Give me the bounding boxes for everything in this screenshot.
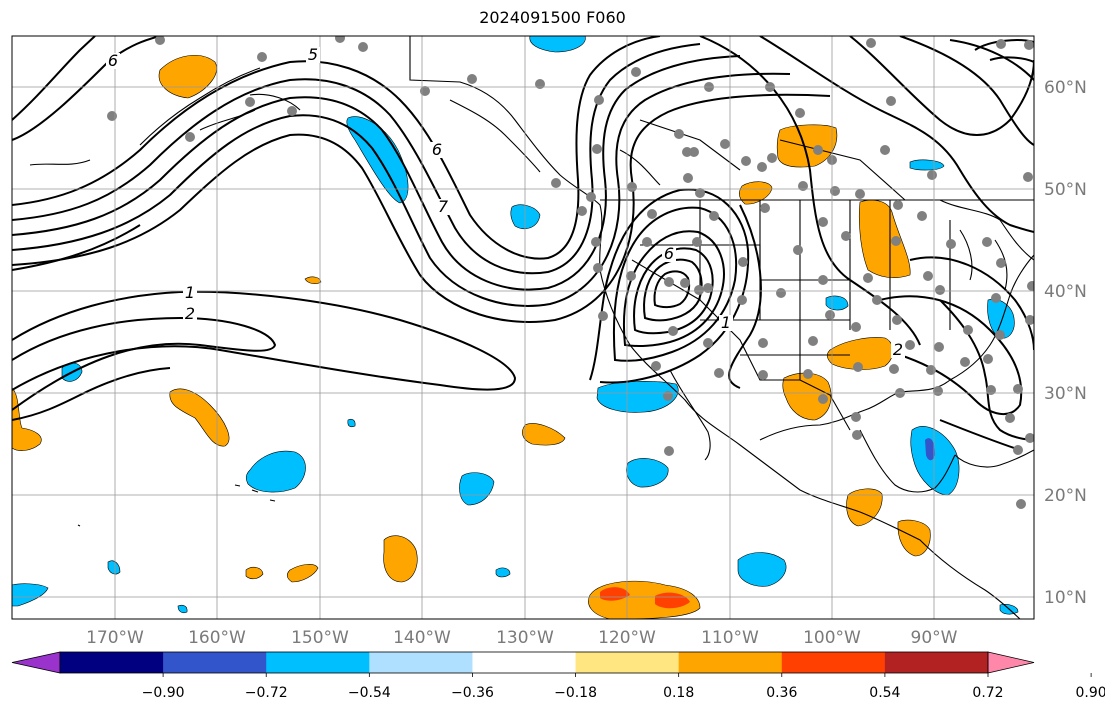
contour-label-bg <box>891 342 905 358</box>
contour-label-bg <box>430 142 444 158</box>
colorbar-outline <box>59 651 989 674</box>
contour-label: 6 <box>432 140 442 159</box>
longitude-tick-label: 90°W <box>911 628 958 648</box>
colorbar-tick-label: −0.54 <box>348 685 391 701</box>
contour-label-bg <box>183 306 197 322</box>
longitude-tick-label: 140°W <box>393 628 451 648</box>
colorbar-tick-labels: −0.90 −0.72 −0.54 −0.36 −0.18 0.18 0.36 0.54 0.7… <box>142 673 1105 701</box>
latitude-tick-label: 20°N <box>1044 486 1087 506</box>
contour-label: 6 <box>108 51 118 70</box>
colorbar-extend-high <box>987 651 1035 674</box>
longitude-tick-label: 160°W <box>188 628 246 648</box>
coastlines <box>29 36 1034 619</box>
longitude-tick-label: 100°W <box>803 628 861 648</box>
colorbar-tick-label: 0.90 <box>1076 685 1105 701</box>
colorbar-tick-label: 0.72 <box>972 685 1003 701</box>
contour-label: 5 <box>308 45 318 64</box>
contour-label: 2 <box>893 340 903 359</box>
colorbar-tick-label: 0.36 <box>766 685 797 701</box>
colorbar-segment <box>781 652 886 673</box>
latitude-tick-label: 30°N <box>1044 384 1087 404</box>
colorbar-tick-label: 0.54 <box>869 685 900 701</box>
latitude-tick-label: 10°N <box>1044 588 1087 608</box>
latitude-tick-label: 50°N <box>1044 180 1087 200</box>
colorbar-tick-label: −0.18 <box>554 685 597 701</box>
colorbar-segment <box>266 652 370 673</box>
contour-label-bg <box>183 285 197 301</box>
contour-label: 1 <box>721 313 731 332</box>
station-markers <box>107 36 1034 509</box>
contour-label-bg <box>106 53 120 69</box>
colorbar-segment <box>163 652 267 673</box>
map-title: 2024091500 F060 <box>479 8 626 27</box>
latitude-labels: 60°N 50°N 40°N 30°N 20°N 10°N <box>1044 78 1087 608</box>
contour-lines <box>12 36 1034 451</box>
colorbar-tick-label: −0.90 <box>142 685 185 701</box>
longitude-tick-label: 150°W <box>291 628 349 648</box>
longitude-labels: 170°W 160°W 150°W 140°W 130°W 120°W 110°W 100°W… <box>86 628 958 648</box>
colorbar-segment <box>884 652 989 673</box>
longitude-tick-label: 170°W <box>86 628 144 648</box>
longitude-tick-label: 120°W <box>598 628 656 648</box>
colorbar <box>11 651 1035 674</box>
contour-label-bg <box>662 246 676 262</box>
contour-label: 7 <box>438 197 449 216</box>
colorbar-segment <box>575 652 680 673</box>
colorbar-tick-label: −0.72 <box>245 685 288 701</box>
contour-label: 6 <box>664 244 674 263</box>
map-frame <box>11 35 1035 620</box>
contour-label: 1 <box>185 283 195 302</box>
longitude-tick-label: 110°W <box>701 628 759 648</box>
contour-label-group: 6 5 6 7 6 1 2 1 2 <box>106 45 905 359</box>
colorbar-segment <box>369 652 473 673</box>
latitude-tick-label: 60°N <box>1044 78 1087 98</box>
contour-label-bg <box>719 315 733 331</box>
contour-label-bg <box>306 47 320 63</box>
contour-label: 2 <box>185 304 195 323</box>
contour-label-bg <box>436 199 450 215</box>
colorbar-tick-label: −0.36 <box>451 685 494 701</box>
colorbar-segment <box>60 652 164 673</box>
colorbar-extend-low <box>11 651 61 674</box>
longitude-tick-label: 130°W <box>496 628 554 648</box>
latitude-tick-label: 40°N <box>1044 282 1087 302</box>
colorbar-tick-label: 0.18 <box>663 685 694 701</box>
shaded-field <box>12 36 1019 619</box>
colorbar-segment <box>678 652 783 673</box>
colorbar-segment <box>472 652 577 673</box>
map-background <box>12 36 1034 619</box>
